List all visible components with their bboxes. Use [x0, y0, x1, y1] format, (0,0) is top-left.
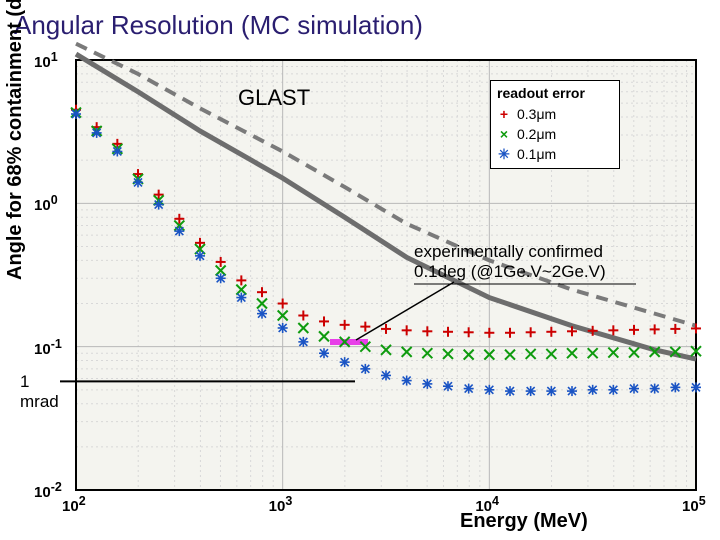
legend-label-0: 0.3μm: [517, 106, 556, 122]
legend-title: readout error: [497, 85, 613, 101]
one-mrad-line1: 1: [20, 372, 29, 391]
legend-label-1: 0.2μm: [517, 126, 556, 142]
y-axis-label: Angle for 68% containment (deg): [4, 0, 27, 280]
legend-row-2: ✳ 0.1μm: [497, 144, 613, 164]
star-icon: ✳: [497, 147, 511, 161]
legend-label-2: 0.1μm: [517, 146, 556, 162]
legend: readout error + 0.3μm × 0.2μm ✳ 0.1μm: [490, 80, 620, 169]
one-mrad-label: 1 mrad: [20, 372, 59, 413]
plus-icon: +: [497, 107, 511, 121]
legend-row-1: × 0.2μm: [497, 124, 613, 144]
legend-row-0: + 0.3μm: [497, 104, 613, 124]
glast-label: GLAST: [238, 85, 310, 111]
confirmed-line1: experimentally confirmed: [414, 242, 603, 261]
cross-icon: ×: [497, 127, 511, 141]
confirmed-line2: 0.1deg (@1Ge.V~2Ge.V): [414, 262, 606, 281]
confirmed-annotation: experimentally confirmed 0.1deg (@1Ge.V~…: [414, 242, 606, 283]
one-mrad-line2: mrad: [20, 392, 59, 411]
